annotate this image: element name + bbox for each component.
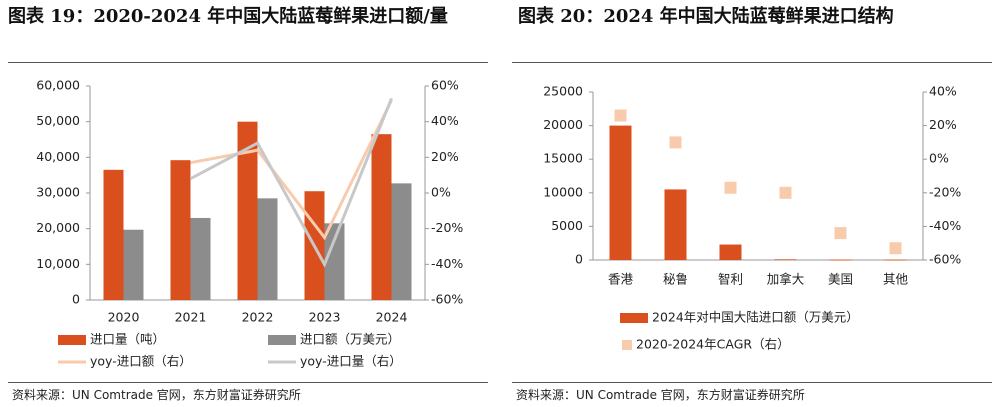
y-tick-label: 10000 [543, 184, 583, 199]
legend-swatch [622, 340, 632, 350]
bar [609, 125, 632, 260]
y2-tick-label: 60% [431, 78, 459, 93]
legend-label: 进口额（万美元） [300, 332, 400, 347]
divider [512, 62, 992, 63]
line [190, 99, 393, 241]
point [614, 109, 627, 122]
line [189, 97, 393, 268]
y2-tick-label: 0% [929, 151, 949, 166]
bar [719, 244, 742, 260]
bar [257, 198, 278, 300]
y2-tick-label: -60% [929, 252, 961, 267]
x-tick-label: 美国 [828, 272, 853, 287]
x-tick-label: 其他 [883, 272, 909, 287]
y2-tick-label: 40% [929, 84, 957, 99]
y2-tick-label: 40% [431, 113, 459, 128]
y-tick-label: 40,000 [36, 149, 80, 164]
y2-tick-label: 0% [431, 185, 451, 200]
bar [391, 183, 412, 300]
bar [190, 217, 211, 300]
y2-tick-label: -20% [929, 184, 961, 199]
divider [512, 382, 992, 383]
y-tick-label: 20000 [543, 117, 583, 132]
legend-label: 2020-2024年CAGR（右） [636, 337, 790, 352]
bar [884, 259, 907, 261]
y-tick-label: 30,000 [36, 185, 80, 200]
y2-tick-label: -20% [431, 220, 463, 235]
y2-tick-label: -60% [431, 292, 463, 307]
source-note: 资料来源：UN Comtrade 官网，东方财富证券研究所 [516, 388, 805, 402]
y-tick-label: 60,000 [36, 78, 80, 93]
bar [170, 160, 191, 300]
y-tick-label: 20,000 [36, 220, 80, 235]
x-tick-label: 秘鲁 [663, 272, 688, 287]
divider [8, 62, 488, 63]
y-tick-label: 5000 [551, 218, 583, 233]
chart-title: 图表 19：2020-2024 年中国大陆蓝莓鲜果进口额/量 [8, 6, 448, 27]
chart-title: 图表 20：2024 年中国大陆蓝莓鲜果进口结构 [518, 6, 894, 27]
legend-label: 2024年对中国大陆进口额（万美元） [652, 310, 859, 325]
y-tick-label: 10,000 [36, 256, 80, 271]
legend-label: yoy-进口量（右） [300, 354, 402, 369]
point [779, 186, 792, 199]
y-tick-label: 50,000 [36, 113, 80, 128]
y2-tick-label: 20% [929, 117, 957, 132]
x-tick-label: 2020 [108, 310, 140, 325]
legend-swatch [268, 335, 296, 345]
y2-tick-label: 20% [431, 149, 459, 164]
bar [237, 121, 258, 301]
y2-tick-label: -40% [929, 218, 961, 233]
source-note: 资料来源：UN Comtrade 官网，东方财富证券研究所 [12, 388, 301, 402]
chart: 0 10,000 20,000 30,000 40,000 50,000 60,000 -60… [36, 78, 463, 369]
point [669, 136, 682, 149]
x-tick-label: 香港 [608, 272, 634, 287]
x-tick-label: 2023 [309, 310, 341, 325]
y-tick-label: 0 [72, 292, 80, 307]
x-tick-label: 加拿大 [767, 272, 805, 287]
bar [664, 189, 687, 260]
legend-label: yoy-进口额（右） [90, 354, 192, 369]
legend-swatch [620, 313, 648, 323]
legend-swatch [58, 335, 86, 345]
point [724, 181, 737, 194]
bar [103, 169, 124, 300]
bar [371, 134, 392, 300]
y-tick-label: 25000 [543, 84, 583, 99]
y2-tick-label: -40% [431, 256, 463, 271]
bar [123, 229, 144, 300]
x-tick-label: 2022 [242, 310, 274, 325]
y-tick-label: 15000 [543, 151, 583, 166]
bar [829, 259, 852, 261]
x-tick-label: 2024 [376, 310, 408, 325]
x-tick-label: 2021 [175, 310, 207, 325]
x-tick-label: 智利 [718, 272, 743, 287]
chart: 0 5000 10000 15000 20000 25000 -60% -40% -20% 0% 2… [543, 84, 961, 352]
point [834, 227, 847, 240]
bar [774, 259, 797, 261]
y-tick-label: 0 [575, 252, 583, 267]
divider [8, 382, 488, 383]
legend-label: 进口量（吨） [90, 332, 165, 347]
point [889, 242, 902, 255]
bar [324, 223, 345, 300]
